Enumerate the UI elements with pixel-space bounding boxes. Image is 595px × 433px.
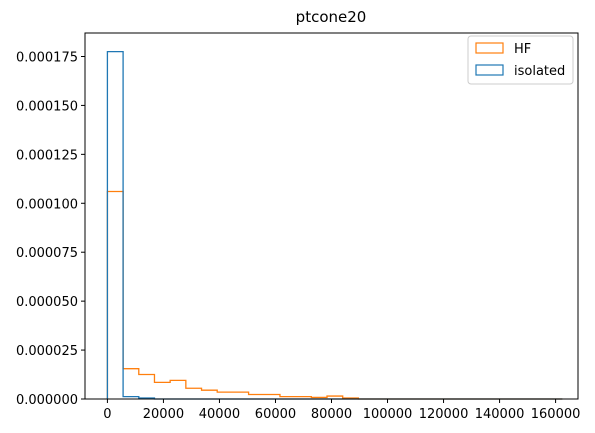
- y-tick-label: 0.000175: [16, 50, 78, 65]
- y-tick-label: 0.000000: [16, 393, 78, 408]
- x-tick-label: 120000: [419, 407, 469, 422]
- legend-swatch-hf: [475, 42, 504, 54]
- series-hf-step: [106, 190, 563, 400]
- legend-box: [467, 35, 574, 85]
- x-tick-label: 60000: [255, 407, 296, 422]
- axes-frame: [84, 32, 579, 400]
- x-tick-label: 160000: [531, 407, 581, 422]
- legend-label-hf: HF: [514, 42, 531, 57]
- y-tick-label: 0.000075: [16, 246, 78, 261]
- x-tick-label: 100000: [363, 407, 413, 422]
- y-tick-label: 0.000050: [16, 295, 78, 310]
- legend-label-isolated: isolated: [514, 64, 565, 79]
- chart-title: ptcone20: [296, 8, 367, 26]
- x-tick-label: 0: [103, 407, 111, 422]
- legend-swatch-isolated: [475, 64, 504, 76]
- y-tick-label: 0.000150: [16, 99, 78, 114]
- x-tick-label: 40000: [199, 407, 240, 422]
- x-tick-label: 80000: [311, 407, 352, 422]
- legend: HF isolated: [467, 35, 574, 85]
- x-tick-label: 140000: [475, 407, 525, 422]
- y-tick-label: 0.000125: [16, 148, 78, 163]
- axes: 0 20000 40000 60000 80000 100000 120000 140000 1…: [16, 32, 581, 422]
- x-tick-label: 20000: [143, 407, 184, 422]
- y-tick-label: 0.000025: [16, 344, 78, 359]
- y-tick-label: 0.000100: [16, 197, 78, 212]
- plot-area: [106, 50, 563, 400]
- series-isolated-step: [106, 50, 563, 400]
